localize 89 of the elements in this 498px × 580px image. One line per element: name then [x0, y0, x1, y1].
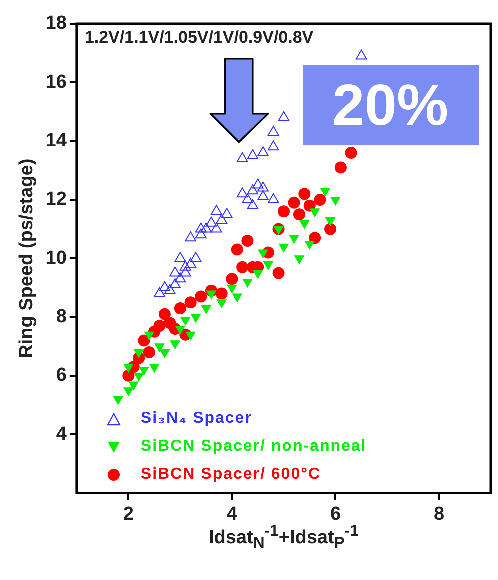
point: [195, 222, 207, 233]
legend-label: Si₃N₄ Spacer: [140, 410, 252, 428]
point: [356, 50, 368, 60]
y-tick-label: 8: [56, 306, 67, 328]
point: [186, 332, 196, 341]
point: [201, 305, 212, 314]
point: [252, 270, 264, 280]
annotation: 1.2V/1.1V/1.05V/1V/0.9V/0.8V: [84, 28, 314, 48]
point: [268, 126, 280, 136]
y-tick-label: 10: [46, 248, 67, 269]
point: [288, 196, 300, 209]
point: [158, 308, 171, 320]
point: [236, 261, 249, 274]
point: [128, 382, 140, 391]
x-tick-label: 2: [123, 504, 134, 525]
point: [247, 199, 259, 210]
point: [195, 290, 208, 303]
point: [175, 326, 186, 335]
point: [247, 149, 259, 160]
point: [210, 205, 222, 216]
x-tick-label: 6: [330, 504, 342, 525]
point: [134, 372, 144, 382]
point: [226, 273, 238, 286]
point: [123, 388, 134, 397]
annotation: 20%: [302, 65, 479, 145]
point: [180, 317, 191, 326]
point: [154, 320, 166, 332]
y-axis-title: Ring Speed (ps/stage): [16, 158, 38, 358]
y-tick-label: 6: [56, 365, 67, 386]
point: [314, 194, 326, 206]
point: [268, 193, 280, 204]
point: [268, 140, 280, 151]
point: [242, 193, 254, 204]
point: [216, 300, 228, 309]
point: [170, 340, 180, 350]
point: [190, 314, 202, 324]
point: [184, 296, 197, 309]
point: [160, 349, 170, 358]
x-tick-label: 4: [226, 504, 238, 525]
y-tick-label: 12: [46, 189, 67, 210]
point: [139, 367, 150, 376]
point: [134, 349, 144, 358]
point: [278, 111, 290, 122]
point: [113, 396, 124, 406]
point: [334, 162, 347, 174]
point: [258, 190, 269, 201]
point: [138, 334, 150, 347]
point: [247, 184, 259, 195]
point: [195, 228, 207, 239]
point: [123, 364, 134, 374]
point: [324, 223, 337, 236]
point: [242, 235, 254, 248]
point: [232, 294, 243, 303]
y-tick-label: 18: [46, 13, 67, 34]
point: [185, 232, 196, 242]
point: [216, 214, 228, 224]
point: [221, 208, 233, 218]
point: [263, 261, 274, 270]
legend-label: SiBCN Spacer/ non-anneal: [140, 438, 367, 456]
point: [190, 252, 202, 262]
point: [252, 178, 264, 189]
point: [174, 272, 186, 283]
point: [200, 222, 212, 233]
point: [227, 284, 238, 294]
point: [154, 344, 165, 353]
x-tick-label: 8: [434, 504, 445, 525]
point: [216, 288, 228, 300]
point: [293, 208, 306, 221]
point: [206, 290, 217, 300]
y-tick-label: 14: [46, 130, 68, 152]
point: [143, 346, 156, 358]
point: [309, 232, 322, 244]
point: [236, 188, 248, 198]
point: [258, 146, 269, 157]
point: [174, 302, 186, 314]
point: [298, 188, 311, 200]
point: [231, 244, 244, 256]
point: [278, 206, 290, 218]
point: [272, 267, 285, 280]
point: [174, 252, 186, 262]
point: [144, 332, 155, 341]
point: [236, 152, 248, 162]
point: [149, 364, 160, 374]
legend-label: SiBCN Spacer/ 600°C: [140, 466, 322, 484]
y-tick-label: 4: [56, 424, 68, 445]
point: [210, 222, 222, 233]
point: [258, 182, 269, 192]
point: [206, 216, 218, 227]
y-tick-label: 16: [46, 72, 67, 93]
